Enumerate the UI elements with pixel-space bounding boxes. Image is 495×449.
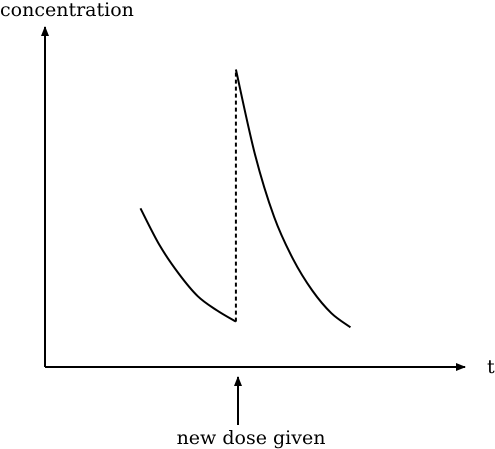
plot-area [139,69,352,329]
concentration-curve-2 [234,69,352,329]
y-axis-label: concentration [0,0,134,21]
annotation-label: new dose given [177,427,326,449]
concentration-curve-1 [139,207,237,323]
x-axis-label: t [487,356,495,378]
